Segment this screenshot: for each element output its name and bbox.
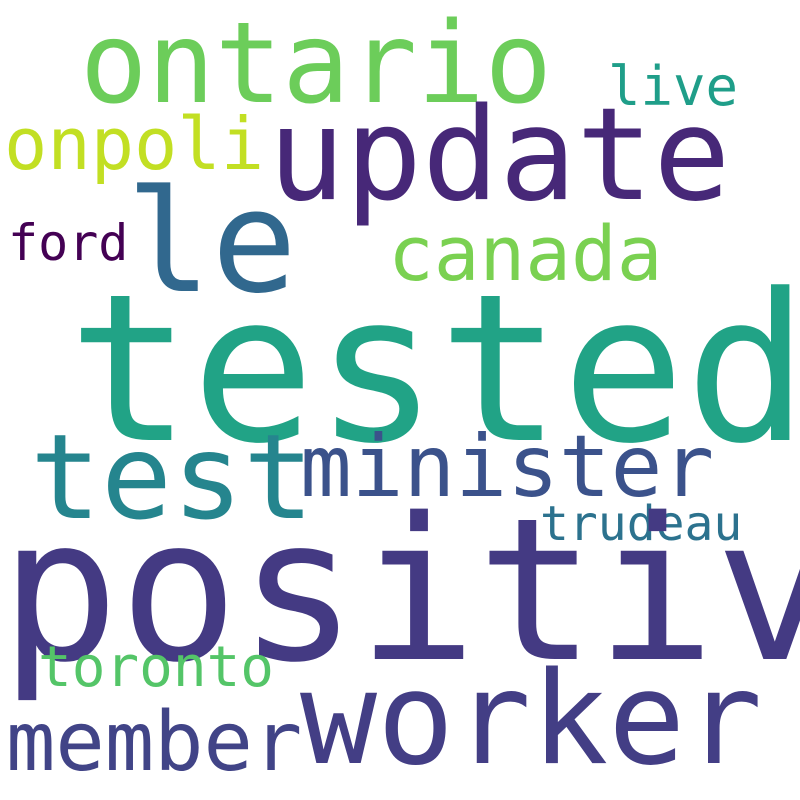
word-ontario: ontario xyxy=(80,0,553,129)
word-member: member xyxy=(6,695,303,790)
word-le: le xyxy=(126,160,297,325)
word-live: live xyxy=(608,55,739,118)
word-toronto: toronto xyxy=(38,635,275,700)
word-worker: worker xyxy=(300,645,763,794)
word-test: test xyxy=(30,408,315,546)
word-update: update xyxy=(268,81,731,230)
word-minister: minister xyxy=(300,417,715,517)
word-positive: positive xyxy=(0,475,800,706)
word-canada: canada xyxy=(388,209,663,298)
word-trudeau: trudeau xyxy=(540,496,743,552)
word-onpoli: onpoli xyxy=(4,102,265,186)
word-tested: tested xyxy=(68,251,800,489)
word-ford: ford xyxy=(8,214,129,272)
